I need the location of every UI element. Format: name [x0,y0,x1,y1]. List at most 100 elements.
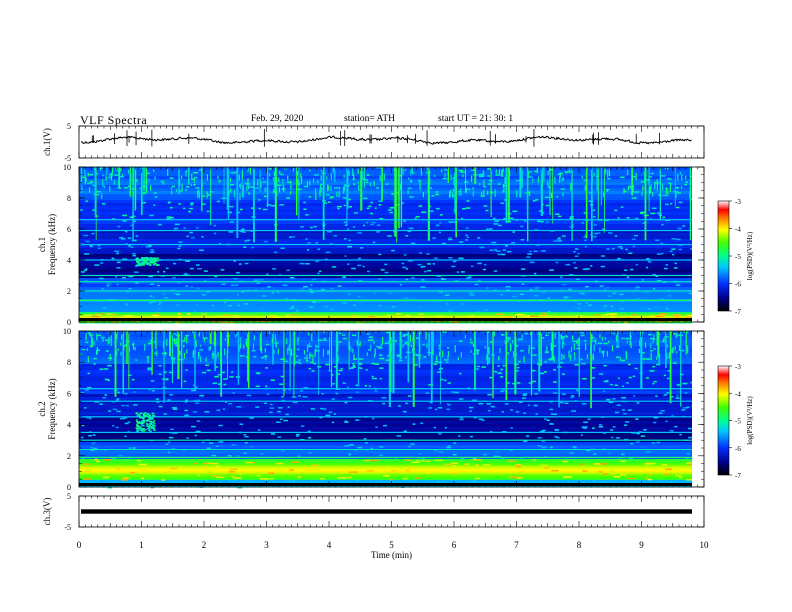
spec-speckle [202,294,206,296]
spec-burst [143,419,146,422]
spec-hf-noise [252,343,255,350]
spec-speckle [443,379,447,382]
spec-hf-noise [409,334,412,343]
y-tick-label: 0 [67,483,71,492]
spec-speckle [653,380,657,383]
spec-speckle [644,291,650,293]
spec-speckle [563,297,568,300]
spec-burst [140,412,143,415]
spec-speckle [331,421,335,424]
spec-speckle [102,396,106,399]
spec-speckle [115,426,119,429]
spec-hf-noise [257,178,259,187]
spec-speckle [402,334,408,336]
spec-speckle [453,442,457,444]
spec-hf-noise [562,192,564,197]
spec-speckle [192,411,198,413]
spec-speckle [442,177,447,180]
spec-speckle [233,260,236,262]
spec-speckle [565,171,568,174]
spec-hf-noise [117,348,119,352]
spec-speckle [183,227,186,229]
spec-hf-noise [562,177,565,181]
spec-speckle [561,235,566,237]
spec-burst [156,264,159,267]
spec-speckle [178,203,181,205]
spec-hf-noise [126,339,128,346]
spec-speckle [353,304,356,306]
spec-lowband-hot [311,464,319,467]
spec-row [79,230,692,234]
spec-hf-noise [84,174,86,179]
spec-speckle [99,368,104,370]
spec-burst [146,415,149,418]
spec-burst [151,261,154,263]
spec-hf-noise [193,333,195,340]
spec-speckle [418,205,423,207]
spec-hf-noise [116,331,118,340]
spec-burst [136,422,139,424]
spec-lowband-hot [444,471,454,474]
spec-speckle [645,451,649,454]
spec-speckle [648,333,652,336]
spec-hf-noise [191,173,193,180]
spec-hf-noise [167,168,169,176]
spec-lowband-hot [606,313,612,315]
spec-speckle [398,359,403,362]
spec-lowband-hot [106,313,111,315]
spec-speckle [446,408,450,411]
spec-sferic [492,331,494,399]
spec-burst [136,425,139,427]
spec-hf-noise [246,355,248,359]
spec-speckle [394,192,398,194]
spec-speckle [253,355,257,358]
spec-speckle [80,436,84,439]
spec-speckle [500,202,505,205]
spec-speckle [158,308,161,310]
spec-speckle [366,174,370,176]
spec-hf-noise [426,343,428,349]
spec-speckle [154,352,157,355]
spec-hf-noise [147,357,149,363]
spec-lowband-hot [211,316,215,319]
spec-speckle [378,354,383,356]
spec-hf-noise [454,174,456,178]
spec-speckle [391,305,396,308]
y-tick-label: 8 [67,194,71,203]
spec-speckle [564,402,569,405]
spec-hf-noise [641,191,643,196]
spec-lowband-hot [402,477,409,480]
spec-speckle [243,303,249,305]
spec-speckle [365,369,368,371]
spec-speckle [198,169,202,171]
spec-speckle [239,355,245,357]
spec-hf-noise [148,178,150,182]
spec-speckle [379,367,384,369]
spec-speckle [130,246,134,248]
spec-speckle [670,202,673,205]
spec-sferic [220,331,223,397]
spec-speckle [122,220,127,222]
spec-lowband-hot [626,317,631,319]
spec-speckle [191,236,195,239]
spec-speckle [535,286,540,289]
spec-burst [143,413,146,416]
spec-speckle [80,392,85,394]
spec-speckle [602,390,606,392]
spec-burst [139,429,142,431]
spec-lowband-hot [116,468,121,470]
spec-speckle [382,402,386,405]
spec-speckle [459,241,464,243]
spec-speckle [371,482,375,484]
spec-speckle [101,288,104,290]
spec-sferic [318,331,320,395]
spec-speckle [116,399,119,401]
spec-speckle [483,185,487,188]
spec-hf-noise [608,168,611,177]
spec-speckle [690,248,694,250]
spec-speckle [220,371,225,374]
spec-speckle [184,189,188,191]
spec-lowband-hot [241,467,245,469]
spec-hf-noise [239,342,242,349]
spec-speckle [106,283,112,285]
